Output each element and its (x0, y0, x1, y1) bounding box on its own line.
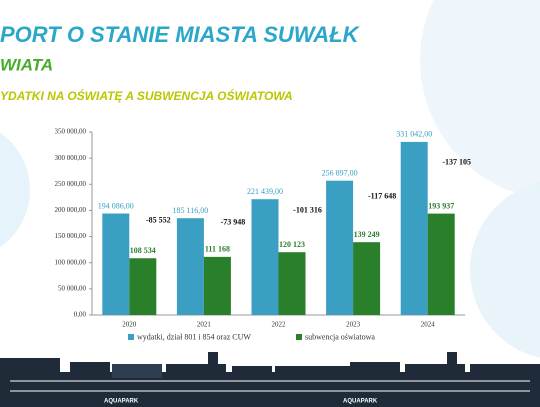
annotation: -85 552 (146, 216, 171, 225)
value-label: 120 123 (279, 240, 305, 249)
bar (251, 199, 279, 315)
bar (102, 213, 130, 315)
window-row (10, 390, 530, 392)
x-tick-label: 2022 (272, 321, 287, 329)
y-tick-label: 200 000,00 (55, 206, 87, 214)
value-label: 108 534 (130, 246, 156, 255)
value-label: 256 897,00 (322, 169, 358, 178)
value-label: 221 439,00 (247, 187, 283, 196)
value-label: 331 042,00 (396, 130, 432, 139)
y-tick-label: 0,00 (74, 311, 87, 319)
window-row (10, 380, 530, 382)
slide-subtitle: WIATA (0, 55, 53, 74)
section-heading: YDATKI NA OŚWIATĘ A SUBWENCJA OŚWIATOWA (0, 88, 293, 103)
x-tick-label: 2020 (122, 321, 137, 329)
bar (176, 218, 204, 315)
bar (326, 180, 354, 315)
value-label: 194 086,00 (98, 201, 134, 210)
decor-circle (470, 182, 540, 358)
chart: 0,00 50 000,00 100 000,00 150 000,00 200 000… (55, 128, 472, 342)
y-tick-label: 300 000,00 (55, 154, 87, 162)
decor-circle (420, 0, 540, 199)
skyline-label: AQUAPARK (104, 399, 139, 405)
legend-swatch (296, 334, 302, 340)
building (112, 364, 162, 378)
y-tick-label: 250 000,00 (55, 180, 87, 188)
value-label: 111 168 (205, 245, 230, 254)
value-label: 193 937 (428, 201, 454, 210)
building (166, 364, 226, 378)
annotation: -73 948 (221, 217, 246, 226)
legend-swatch (128, 334, 134, 340)
x-tick-label: 2024 (421, 321, 436, 329)
tower (447, 352, 457, 366)
skyline-label: AQUAPARK (343, 399, 378, 405)
building (405, 364, 465, 378)
building (70, 362, 110, 378)
building (470, 364, 540, 378)
x-tick-label: 2021 (197, 321, 212, 329)
annotation: -137 105 (442, 158, 471, 167)
bar (278, 252, 306, 315)
decor-circle (0, 132, 30, 248)
bar (353, 242, 381, 315)
bar (427, 213, 455, 315)
value-label: 185 116,00 (173, 206, 209, 215)
building (232, 366, 272, 378)
building (350, 362, 400, 378)
y-tick-label: 350 000,00 (55, 128, 87, 136)
legend-label: subwencja oświatowa (305, 332, 375, 341)
y-tick-label: 150 000,00 (55, 232, 87, 240)
annotation: -101 316 (293, 206, 322, 215)
slide-title: PORT O STANIE MIASTA SUWAŁK (0, 22, 361, 47)
legend-label: wydatki, dział 801 i 854 oraz CUW (137, 332, 251, 341)
annotation: -117 648 (368, 191, 396, 200)
y-tick-label: 50 000,00 (58, 284, 87, 292)
y-tick-label: 100 000,00 (55, 258, 87, 266)
x-tick-label: 2023 (346, 321, 361, 329)
building (275, 366, 350, 378)
bar (129, 258, 157, 315)
bar (400, 141, 428, 315)
tower (208, 352, 218, 366)
skyline: AQUAPARK AQUAPARK (0, 352, 540, 407)
building (0, 358, 60, 378)
value-label: 139 249 (354, 230, 380, 239)
bar (203, 256, 231, 315)
